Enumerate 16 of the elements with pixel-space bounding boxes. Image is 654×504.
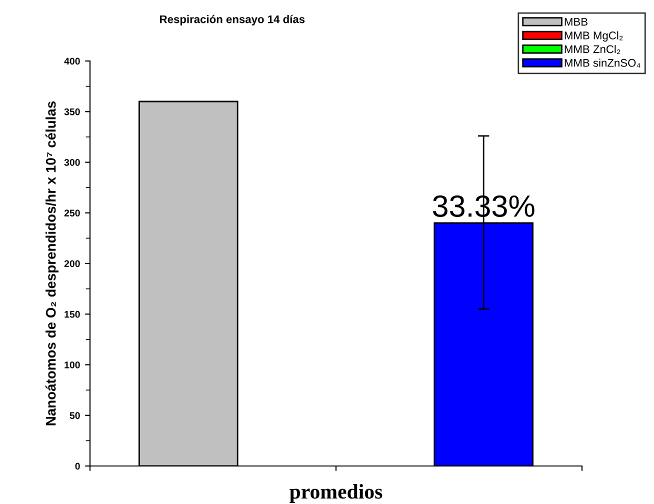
legend-label: MBB xyxy=(564,18,588,26)
y-tick-label: 50 xyxy=(70,412,80,419)
legend-label: MMB sinZnSO₄ xyxy=(564,58,640,68)
y-tick-label: 200 xyxy=(64,260,80,268)
y-axis-title: Nanoátomos de O₂ desprendidos/hr x 10⁷ células xyxy=(45,101,59,426)
y-tick-label: 250 xyxy=(64,210,80,216)
x-axis-title: promedios xyxy=(290,484,382,503)
y-tick-label: 300 xyxy=(64,158,80,166)
y-tick-label: 350 xyxy=(64,108,80,116)
y-tick-label: 150 xyxy=(64,310,80,318)
legend-label: MMB MgCl₂ xyxy=(564,31,623,42)
y-tick-label: 0 xyxy=(75,462,80,470)
chart-title: Respiración ensayo 14 días xyxy=(160,14,305,26)
legend-label: MMB ZnCl₂ xyxy=(564,44,620,54)
y-tick-label: 400 xyxy=(64,58,80,65)
y-tick-label: 100 xyxy=(64,361,80,368)
